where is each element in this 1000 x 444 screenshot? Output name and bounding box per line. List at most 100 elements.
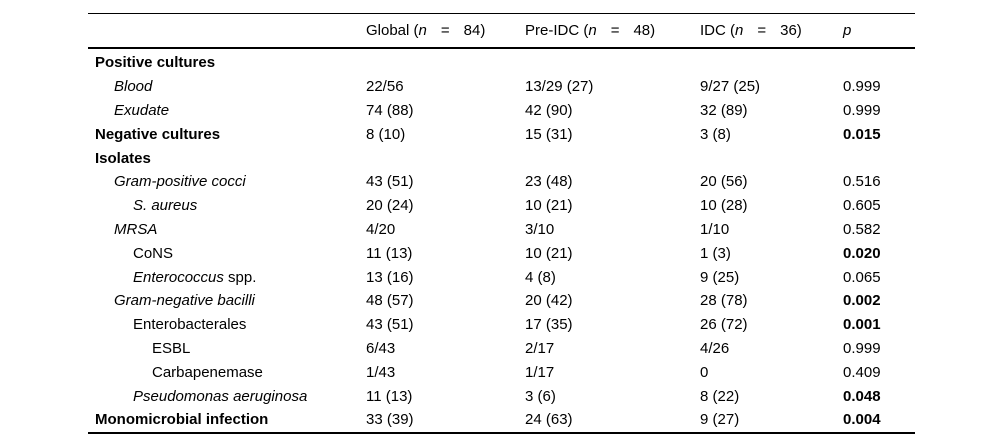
idc-value-cell: 9 (27) <box>700 411 740 429</box>
table-row: Exudate 74 (88) 42 (90) 32 (89) 0.999 <box>88 99 915 123</box>
row-label: Exudate <box>114 101 170 119</box>
row-label-cell: MRSA <box>88 218 366 242</box>
row-label: Positive cultures <box>95 54 216 72</box>
row-label-cell: Enterococcus spp. <box>88 265 366 289</box>
row-label-cell: Gram-negative bacilli <box>88 289 366 313</box>
pre-idc-value-cell: 4 (8) <box>525 268 556 286</box>
p-value-cell: 0.015 <box>843 125 881 143</box>
row-label-cell: Monomicrobial infection <box>88 408 366 432</box>
p-value-cell: 0.409 <box>843 363 881 381</box>
global-value-cell: 33 (39) <box>366 411 414 429</box>
global-value-cell: 48 (57) <box>366 292 414 310</box>
p-value-cell <box>843 146 915 170</box>
global-value-cell: 11 (13) <box>366 387 413 405</box>
p-value-cell: 0.020 <box>843 244 881 262</box>
table-row: Carbapenemase 1/43 1/17 0 0.409 <box>88 360 915 384</box>
pre-idc-value-cell <box>525 146 700 170</box>
header-global-prefix: Global ( <box>366 22 419 39</box>
pre-idc-value-cell: 1/17 <box>525 363 555 381</box>
row-label: Isolates <box>95 149 151 167</box>
data-table: Global (n = 84) Pre-IDC (n = 48) IDC (n = 36) … <box>88 14 915 432</box>
pre-idc-value-cell: 3/10 <box>525 220 555 238</box>
global-value-cell: 43 (51) <box>366 316 414 334</box>
global-value-cell: 11 (13) <box>366 244 413 262</box>
pre-idc-value-cell: 2/17 <box>525 339 555 357</box>
row-label-cell: CoNS <box>88 241 366 265</box>
p-value-cell: 0.065 <box>843 268 881 286</box>
table-row: S. aureus 20 (24) 10 (21) 10 (28) 0.605 <box>88 194 915 218</box>
header-idc-prefix: IDC ( <box>700 22 735 39</box>
pre-idc-value-cell: 13/29 (27) <box>525 78 594 96</box>
header-idc: IDC (n = 36) <box>700 14 843 49</box>
row-label: Gram-negative bacilli <box>114 292 255 310</box>
global-value-cell: 6/43 <box>366 339 396 357</box>
row-label-cell: ESBL <box>88 337 366 361</box>
header-pre-idc-equals: = <box>610 22 620 39</box>
global-value-cell <box>366 48 525 75</box>
row-label-suffix: spp. <box>223 268 257 286</box>
idc-value-cell: 32 (89) <box>700 101 748 119</box>
table-row: Monomicrobial infection 33 (39) 24 (63) … <box>88 408 915 432</box>
idc-value-cell: 10 (28) <box>700 197 748 215</box>
idc-value-cell: 28 (78) <box>700 292 748 310</box>
row-label: MRSA <box>114 220 158 238</box>
idc-value-cell: 8 (22) <box>700 387 740 405</box>
p-value-cell: 0.004 <box>843 411 881 429</box>
header-global-equals: = <box>440 22 450 39</box>
header-idc-count: 36) <box>780 22 802 39</box>
header-pre-idc: Pre-IDC (n = 48) <box>525 14 700 49</box>
p-value-cell: 0.001 <box>843 316 881 334</box>
table-row: Pseudomonas aeruginosa 11 (13) 3 (6) 8 (… <box>88 384 915 408</box>
header-row-label <box>88 14 366 49</box>
row-label: Enterobacterales <box>133 316 247 334</box>
pre-idc-value-cell: 23 (48) <box>525 173 573 191</box>
p-value-cell: 0.605 <box>843 197 881 215</box>
header-row: Global (n = 84) Pre-IDC (n = 48) IDC (n = 36) … <box>88 14 915 49</box>
p-value-cell: 0.048 <box>843 387 881 405</box>
header-pre-idc-n: n <box>588 22 597 39</box>
p-value-cell: 0.999 <box>843 101 881 119</box>
idc-value-cell: 1/10 <box>700 220 730 238</box>
header-pre-idc-prefix: Pre-IDC ( <box>525 22 589 39</box>
pre-idc-value-cell: 20 (42) <box>525 292 573 310</box>
pre-idc-value-cell: 3 (6) <box>525 387 556 405</box>
header-global: Global (n = 84) <box>366 14 525 49</box>
idc-value-cell <box>700 48 843 75</box>
table-row: Negative cultures 8 (10) 15 (31) 3 (8) 0… <box>88 122 915 146</box>
global-value-cell: 74 (88) <box>366 101 414 119</box>
global-value-cell: 20 (24) <box>366 197 414 215</box>
global-value-cell: 1/43 <box>366 363 396 381</box>
global-value-cell: 22/56 <box>366 78 404 96</box>
row-label: Pseudomonas aeruginosa <box>133 387 308 405</box>
p-value-cell: 0.516 <box>843 173 881 191</box>
global-value-cell: 4/20 <box>366 220 396 238</box>
culture-results-table: Global (n = 84) Pre-IDC (n = 48) IDC (n = 36) … <box>88 13 915 434</box>
pre-idc-value-cell: 17 (35) <box>525 316 573 334</box>
row-label: Blood <box>114 78 153 96</box>
row-label-cell: Enterobacterales <box>88 313 366 337</box>
table-row: MRSA 4/20 3/10 1/10 0.582 <box>88 218 915 242</box>
row-label-cell: Positive cultures <box>88 48 366 75</box>
row-label-cell: Gram-positive cocci <box>88 170 366 194</box>
p-value-cell: 0.582 <box>843 220 881 238</box>
table-row: CoNS 11 (13) 10 (21) 1 (3) 0.020 <box>88 241 915 265</box>
p-value-cell: 0.002 <box>843 292 881 310</box>
row-label-cell: Isolates <box>88 146 366 170</box>
idc-value-cell: 3 (8) <box>700 125 731 143</box>
row-label-cell: Negative cultures <box>88 122 366 146</box>
pre-idc-value-cell: 15 (31) <box>525 125 573 143</box>
table-body: Positive cultures Blood 22/56 13/29 (27)… <box>88 48 915 432</box>
row-label: CoNS <box>133 244 174 262</box>
row-label: Negative cultures <box>95 125 221 143</box>
header-idc-equals: = <box>757 22 767 39</box>
header-p: p <box>843 14 915 49</box>
row-label: Monomicrobial infection <box>95 411 269 429</box>
row-label: Gram-positive cocci <box>114 173 246 191</box>
header-global-n: n <box>418 22 427 39</box>
p-value-cell <box>843 48 915 75</box>
table-row: Gram-positive cocci 43 (51) 23 (48) 20 (… <box>88 170 915 194</box>
row-label-cell: Blood <box>88 75 366 99</box>
header-pre-idc-count: 48) <box>633 22 656 39</box>
row-label-cell: Exudate <box>88 99 366 123</box>
idc-value-cell: 9/27 (25) <box>700 78 761 96</box>
